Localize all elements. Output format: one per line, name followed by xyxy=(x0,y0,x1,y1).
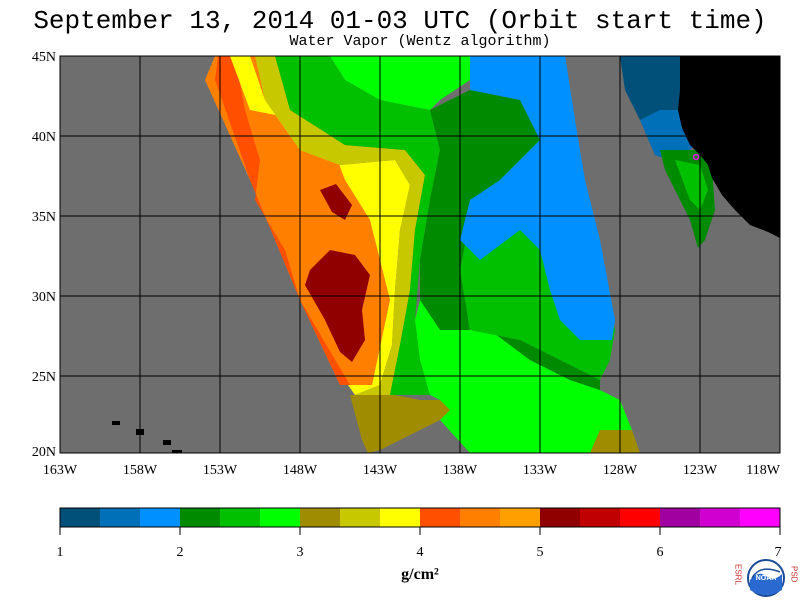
colorbar-swatch xyxy=(220,508,261,527)
colorbar-swatch xyxy=(300,508,341,527)
band-blue-strip xyxy=(540,56,575,130)
band-dark-red xyxy=(305,250,370,362)
colorbar-ticks xyxy=(59,527,781,535)
lon-label: 123W xyxy=(683,463,718,478)
lon-label: 163W xyxy=(43,463,78,478)
lat-label: 25N xyxy=(32,370,56,385)
lon-label: 153W xyxy=(203,463,238,478)
station-marker xyxy=(692,153,700,161)
colorbar-swatch xyxy=(700,508,741,527)
colorbar-swatch xyxy=(740,508,781,527)
colorbar-swatch xyxy=(620,508,661,527)
band-dark-green xyxy=(420,90,540,330)
colorbar-tick-label: 5 xyxy=(537,545,544,560)
colorbar-swatch xyxy=(660,508,701,527)
lat-label: 20N xyxy=(32,445,56,460)
band-dark-green-south xyxy=(470,330,600,390)
lon-label: 118W xyxy=(746,463,780,478)
lon-label: 128W xyxy=(603,463,638,478)
colorbar-swatch xyxy=(60,508,101,527)
island-hawaii xyxy=(172,450,182,453)
band-olive xyxy=(350,395,450,453)
colorbar-units: g/cm² xyxy=(401,566,439,583)
lon-label: 138W xyxy=(443,463,478,478)
colorbar-tick-label: 2 xyxy=(177,545,184,560)
island-maui xyxy=(163,440,171,445)
band-green-mid xyxy=(275,56,440,395)
page-title: September 13, 2014 01-03 UTC (Orbit star… xyxy=(33,6,767,36)
lat-label: 35N xyxy=(32,210,56,225)
colorbar-tick-label: 4 xyxy=(417,545,424,560)
colorbar-swatch xyxy=(140,508,181,527)
logo-right-letters: PSD xyxy=(790,566,799,583)
colorbar-swatch xyxy=(340,508,381,527)
band-dark-red-small xyxy=(320,184,352,220)
colorbar-swatch xyxy=(420,508,461,527)
page-subtitle: Water Vapor (Wentz algorithm) xyxy=(289,33,551,50)
lat-label: 40N xyxy=(32,130,56,145)
colorbar-swatch xyxy=(580,508,621,527)
band-blue xyxy=(460,56,615,340)
land-california xyxy=(678,56,780,238)
graticule xyxy=(60,56,780,453)
lon-label: 133W xyxy=(523,463,558,478)
colorbar-tick-label: 6 xyxy=(657,545,664,560)
lat-label: 45N xyxy=(32,50,56,65)
island-kauai xyxy=(112,421,120,425)
lon-label: 143W xyxy=(363,463,398,478)
colorbar-swatch xyxy=(260,508,301,527)
colorbar-swatch xyxy=(500,508,541,527)
colorbar-tick-label: 7 xyxy=(775,545,782,560)
colorbar-swatch xyxy=(180,508,221,527)
station-label: CZD xyxy=(700,145,728,160)
band-yellow xyxy=(230,56,410,395)
noaa-logo: ESRL PSD NOAA xyxy=(734,559,799,597)
colorbar-swatch xyxy=(380,508,421,527)
logo-left-letters: ESRL xyxy=(734,564,743,585)
band-orange-red xyxy=(215,56,350,385)
lon-label: 158W xyxy=(123,463,158,478)
band-olive-yellow xyxy=(255,56,425,400)
colorbar-tick-label: 1 xyxy=(57,545,64,560)
colorbar-swatch xyxy=(540,508,581,527)
colorbar xyxy=(60,508,781,527)
colorbar-swatch xyxy=(100,508,141,527)
band-olive-south xyxy=(590,430,640,453)
colorbar-swatch xyxy=(460,508,501,527)
logo-center-text: NOAA xyxy=(756,575,777,582)
colorbar-tick-label: 3 xyxy=(297,545,304,560)
map-frame xyxy=(59,55,781,454)
band-bright-green xyxy=(330,56,470,110)
lat-label: 30N xyxy=(32,290,56,305)
lon-label: 148W xyxy=(283,463,318,478)
